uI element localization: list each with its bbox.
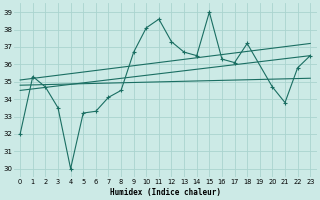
X-axis label: Humidex (Indice chaleur): Humidex (Indice chaleur) <box>110 188 221 197</box>
